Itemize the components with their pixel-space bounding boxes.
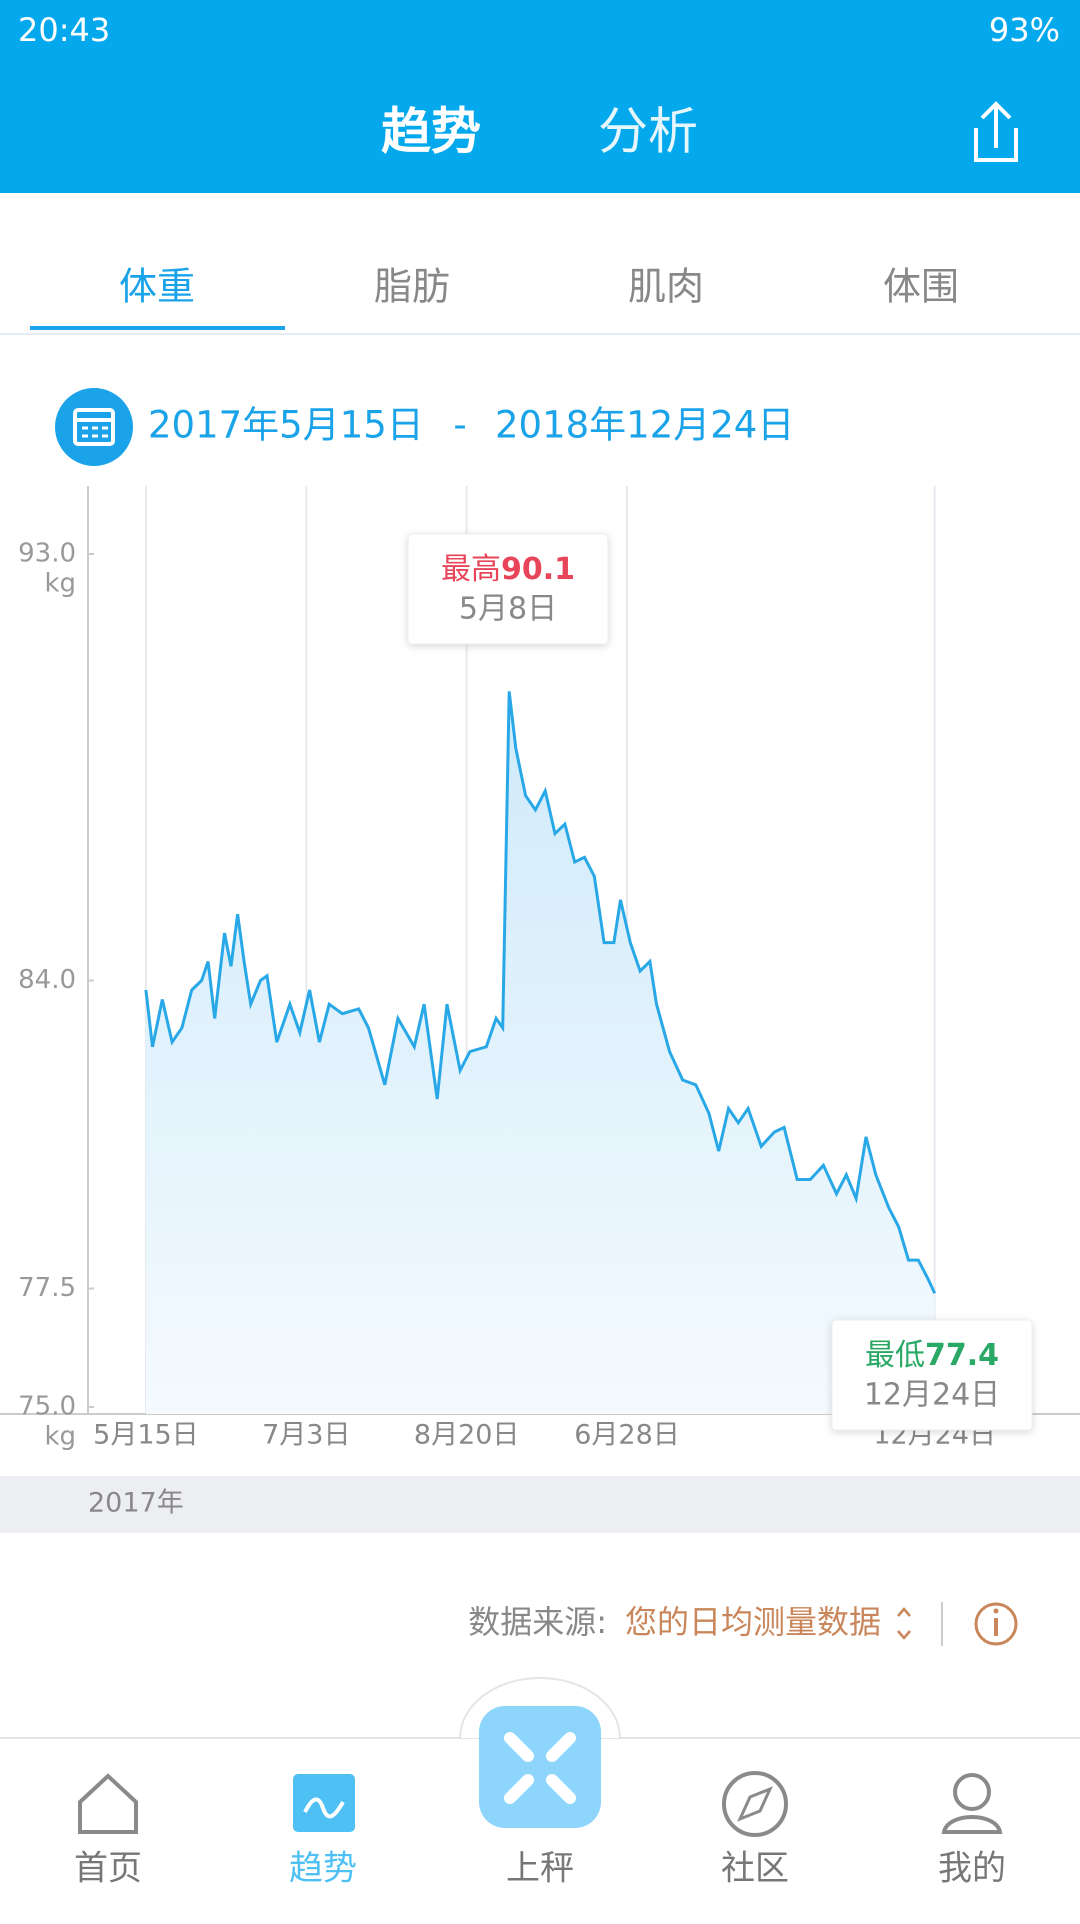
y-tick-label: 75.0 (18, 1392, 76, 1422)
date-end[interactable]: 2018年12月24日 (495, 404, 794, 447)
metric-tab[interactable]: 体重 (119, 265, 195, 309)
tooltip-value: 最高90.1 (441, 552, 575, 587)
calendar-icon[interactable] (55, 388, 133, 466)
y-unit: kg (44, 569, 76, 599)
tooltip-label: 最高 (441, 552, 501, 587)
community-icon[interactable] (722, 1771, 788, 1837)
nav-label[interactable]: 社区 (721, 1849, 789, 1889)
metric-tab[interactable]: 脂肪 (374, 265, 450, 309)
tooltip-value: 最低77.4 (865, 1338, 999, 1373)
chart: 5月15日 7月3日 8月20日 6月28日 12月24日75.0kg77.584.09… (0, 486, 1080, 1452)
x-tick-label: 5月15日 (93, 1420, 199, 1451)
source-arrows (897, 1607, 911, 1640)
source-label: 数据来源: (468, 1603, 607, 1641)
y-tick-label: 77.5 (18, 1273, 76, 1303)
year-band (0, 1476, 1080, 1533)
weigh-button[interactable] (479, 1706, 601, 1828)
area (145, 691, 935, 1414)
year-label: 2017年 (88, 1488, 184, 1519)
info-icon[interactable] (974, 1602, 1018, 1646)
tooltip-box (831, 1319, 1033, 1431)
x-tick-label: 6月28日 (574, 1420, 680, 1451)
tooltip-box (407, 533, 609, 645)
header-bg (0, 0, 1080, 193)
x-tick-label: 8月20日 (414, 1420, 520, 1451)
source-value[interactable]: 您的日均测量数据 (625, 1603, 881, 1641)
tab-trend[interactable]: 趋势 (381, 103, 481, 161)
tooltip-label: 最低 (865, 1338, 925, 1373)
nav-label[interactable]: 趋势 (289, 1849, 357, 1889)
home-icon[interactable] (78, 1773, 138, 1834)
x-tick-label: 7月3日 (262, 1420, 350, 1451)
nav-label[interactable]: 我的 (938, 1849, 1006, 1889)
tab-underline (30, 326, 285, 330)
y-tick-label: 84.0 (18, 965, 76, 995)
date-start[interactable]: 2017年5月15日 (148, 404, 424, 447)
metric-tab[interactable]: 体围 (883, 265, 959, 309)
tab-analysis[interactable]: 分析 (598, 103, 698, 161)
tooltip-number: 77.4 (925, 1338, 999, 1373)
tooltip-date: 5月8日 (459, 592, 557, 627)
metric-tab[interactable]: 肌肉 (628, 265, 704, 309)
trend-icon[interactable] (293, 1774, 355, 1832)
share-icon[interactable] (974, 101, 1018, 162)
y-unit: kg (44, 1422, 76, 1452)
battery: 93% (989, 11, 1060, 49)
time: 20:43 (18, 11, 110, 49)
tooltip-date: 12月24日 (864, 1378, 1000, 1413)
nav-label[interactable]: 上秤 (506, 1849, 574, 1889)
line (144, 691, 937, 1294)
nav-label[interactable]: 首页 (74, 1849, 142, 1889)
y-tick-label: 93.0 (18, 539, 76, 569)
date-separator: - (453, 404, 466, 447)
tooltip-number: 90.1 (501, 552, 575, 587)
profile-icon[interactable] (941, 1773, 1003, 1834)
